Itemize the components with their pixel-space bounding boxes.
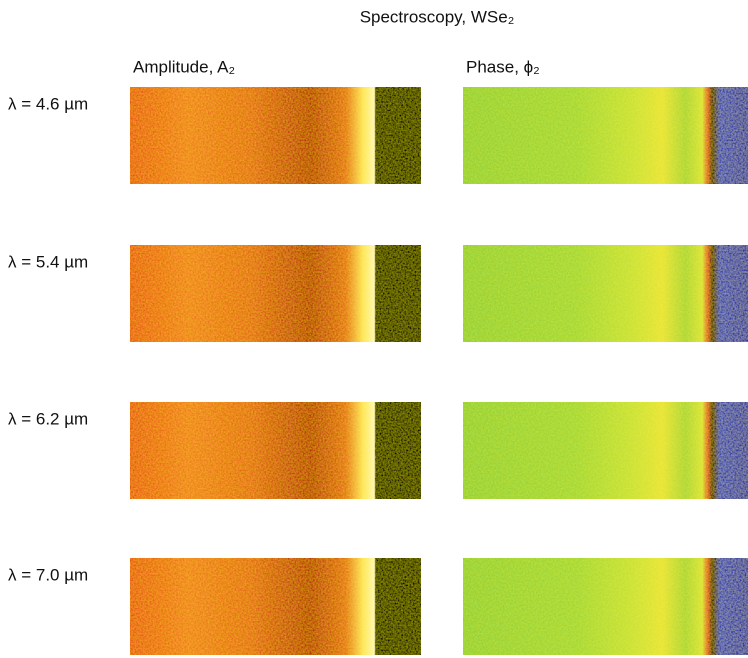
row-label: λ = 5.4 µm (8, 252, 88, 271)
amplitude-map (130, 245, 421, 342)
figure-title: Spectroscopy, WSe₂ (360, 7, 515, 26)
amplitude-map (130, 558, 421, 655)
phase-map (463, 87, 748, 184)
row-label: λ = 7.0 µm (8, 565, 88, 584)
phase-map (463, 245, 748, 342)
phase-map (463, 558, 748, 655)
amplitude-map (130, 402, 421, 499)
column-header: Amplitude, A₂ (133, 57, 235, 76)
amplitude-map (130, 87, 421, 184)
column-header: Phase, ϕ₂ (466, 57, 540, 76)
row-label: λ = 6.2 µm (8, 409, 88, 428)
phase-map (463, 402, 748, 499)
row-label: λ = 4.6 µm (8, 94, 88, 113)
